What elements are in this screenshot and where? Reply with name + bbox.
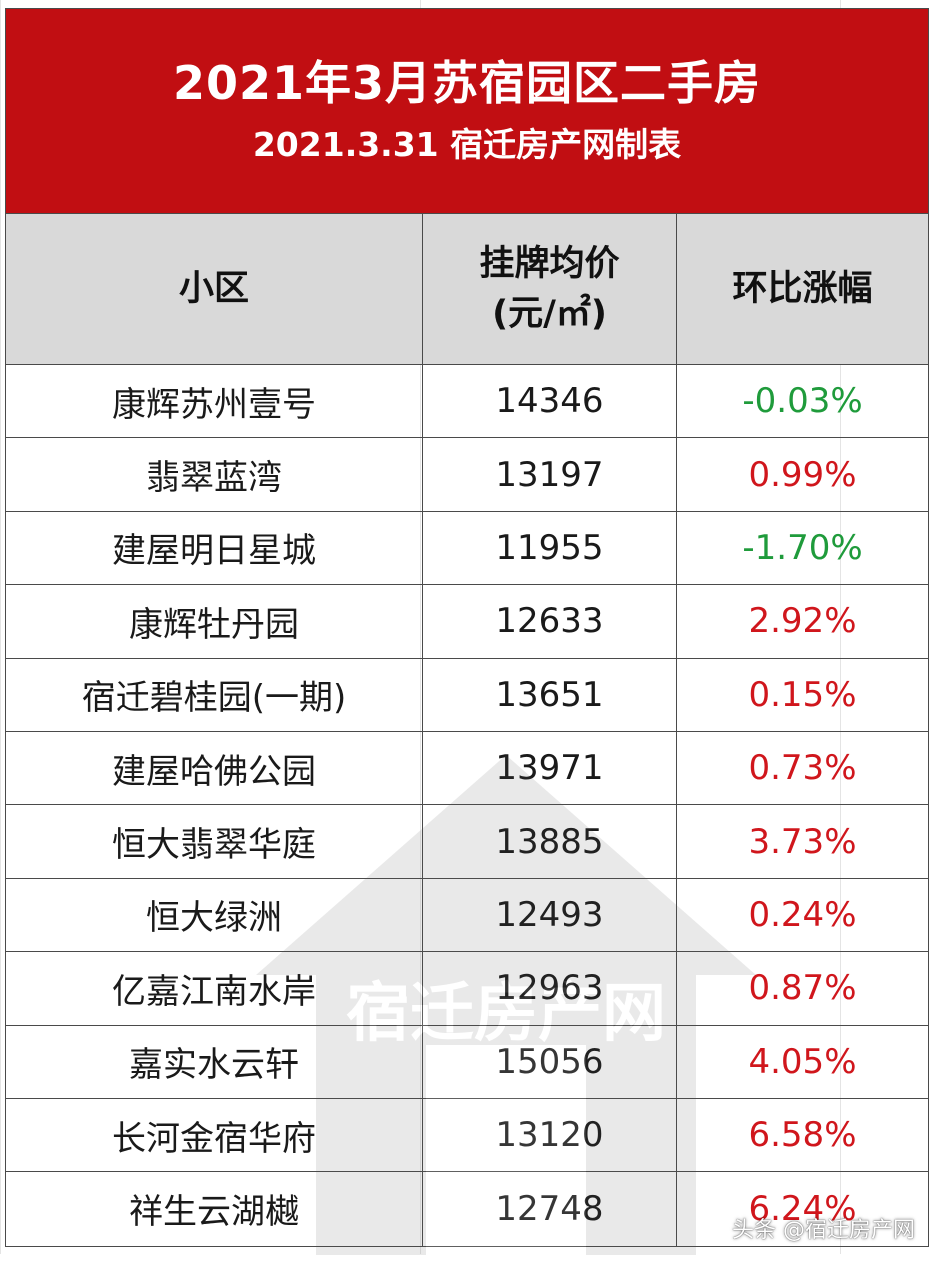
table-row: 祥生云湖樾 12748 6.24%: [6, 1172, 928, 1246]
table-subtitle: 2021.3.31 宿迁房产网制表: [252, 125, 682, 164]
column-header-price-unit: (元/㎡): [492, 294, 607, 334]
cell-price: 11955: [422, 511, 676, 585]
cell-change: 0.73%: [676, 731, 928, 805]
cell-change: 4.05%: [676, 1025, 928, 1098]
cell-change: 2.92%: [676, 585, 928, 658]
cell-change: 3.73%: [676, 805, 928, 878]
cell-name: 恒大翡翠华庭: [112, 825, 316, 866]
source-watermark: 头条 @宿迁房产网: [732, 1218, 915, 1243]
table-row: 建屋哈佛公园 13971 0.73%: [6, 731, 928, 806]
table-row: 嘉实水云轩 15056 4.05%: [6, 1025, 928, 1099]
cell-name: 翡翠蓝湾: [146, 458, 282, 499]
table-row: 恒大翡翠华庭 13885 3.73%: [6, 805, 928, 879]
cell-price: 13971: [422, 731, 676, 805]
cell-price: 12963: [422, 952, 676, 1025]
cell-name: 康辉苏州壹号: [112, 384, 316, 425]
cell-change: 0.24%: [676, 878, 928, 952]
table-row: 恒大绿洲 12493 0.24%: [6, 878, 928, 953]
cell-name: 长河金宿华府: [112, 1118, 316, 1159]
cell-price: 12748: [422, 1172, 676, 1246]
cell-price: 15056: [422, 1025, 676, 1098]
cell-price: 13651: [422, 658, 676, 731]
table-header: 2021年3月苏宿园区二手房 2021.3.31 宿迁房产网制表: [6, 9, 928, 214]
column-header-change-label: 环比涨幅: [732, 269, 873, 309]
table-row: 康辉牡丹园 12633 2.92%: [6, 585, 928, 659]
column-header-change: 环比涨幅: [676, 214, 928, 364]
cell-name: 建屋明日星城: [112, 531, 316, 572]
table-body: 宿迁房产网 康辉苏州壹号 14346 -0.03% 翡翠蓝湾 13197 0.9…: [6, 365, 928, 1255]
cell-price: 12633: [422, 585, 676, 658]
price-table: 2021年3月苏宿园区二手房 2021.3.31 宿迁房产网制表 小区 挂牌均价…: [5, 8, 929, 1255]
column-headers: 小区 挂牌均价 (元/㎡) 环比涨幅: [6, 214, 928, 365]
table-row: 亿嘉江南水岸 12963 0.87%: [6, 952, 928, 1026]
cell-change: -0.03%: [676, 365, 928, 438]
column-header-price-label: 挂牌均价: [479, 244, 620, 284]
cell-name: 康辉牡丹园: [129, 604, 299, 645]
cell-price: 13885: [422, 805, 676, 878]
cell-change: 0.99%: [676, 438, 928, 511]
table-row: 宿迁碧桂园(一期) 13651 0.15%: [6, 658, 928, 732]
column-header-name: 小区: [6, 214, 422, 364]
cell-price: 14346: [422, 365, 676, 438]
table-row: 长河金宿华府 13120 6.58%: [6, 1098, 928, 1173]
cell-name: 宿迁碧桂园(一期): [81, 678, 347, 719]
table-title: 2021年3月苏宿园区二手房: [172, 56, 762, 110]
table-row: 翡翠蓝湾 13197 0.99%: [6, 438, 928, 512]
cell-change: 6.24%: [676, 1172, 928, 1246]
column-header-price: 挂牌均价 (元/㎡): [422, 214, 676, 364]
cell-name: 祥生云湖樾: [129, 1192, 299, 1233]
cell-change: -1.70%: [676, 511, 928, 585]
cell-price: 13197: [422, 438, 676, 511]
cell-name: 嘉实水云轩: [129, 1045, 299, 1086]
table-row: 建屋明日星城 11955 -1.70%: [6, 511, 928, 586]
cell-name: 恒大绿洲: [146, 898, 282, 939]
cell-change: 0.15%: [676, 658, 928, 731]
table-row: 康辉苏州壹号 14346 -0.03%: [6, 365, 928, 439]
cell-price: 13120: [422, 1098, 676, 1172]
column-header-name-label: 小区: [178, 269, 249, 309]
cell-price: 12493: [422, 878, 676, 952]
cell-change: 0.87%: [676, 952, 928, 1025]
cell-name: 建屋哈佛公园: [112, 751, 316, 792]
cell-name: 亿嘉江南水岸: [112, 971, 316, 1012]
cell-change: 6.58%: [676, 1098, 928, 1172]
